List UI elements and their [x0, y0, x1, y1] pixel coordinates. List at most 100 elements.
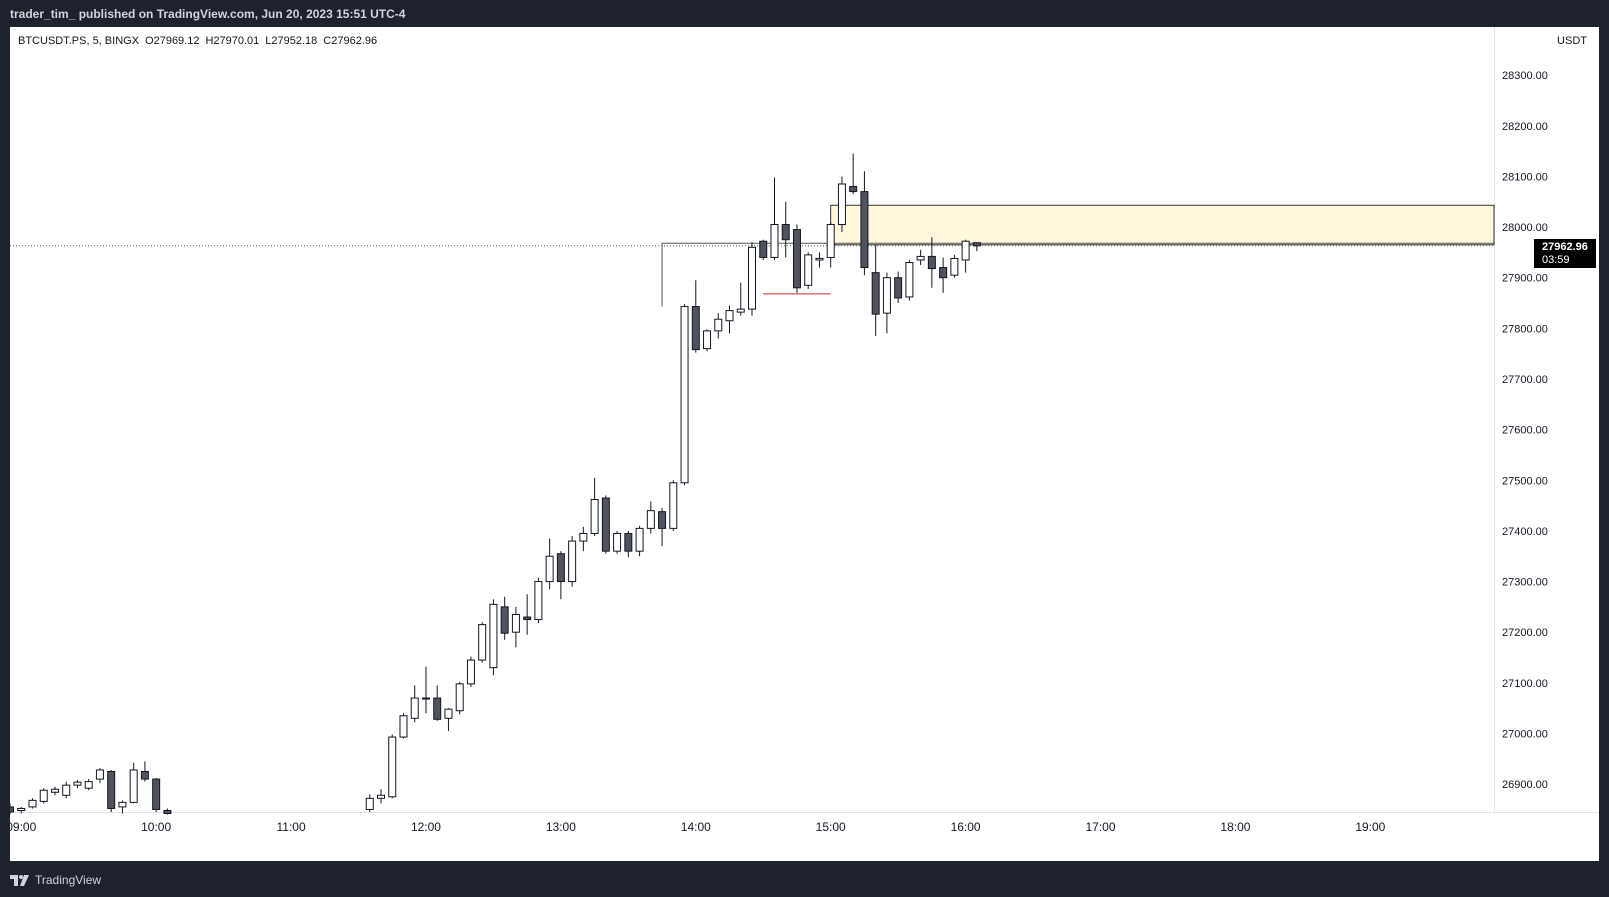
bearish-candle [433, 697, 442, 720]
bearish-candle [500, 606, 509, 634]
bullish-candle [84, 781, 93, 789]
last-price-value: 27962.96 [1542, 240, 1588, 253]
legend-close: C27962.96 [323, 35, 378, 47]
price-chart-svg[interactable]: 26900.00 27000.00 27100.00 27200.00 27300.00… [10, 27, 1599, 861]
bullish-candle [635, 527, 644, 552]
publish-text: trader_tim_ published on TradingView.com… [10, 7, 406, 21]
bearish-candle [152, 778, 161, 810]
x-tick-label: 11:00 [276, 820, 305, 834]
legend-symbol[interactable]: BTCUSDT.PS, 5, BINGX [18, 35, 140, 47]
legend-low: L27952.18 [265, 35, 318, 47]
bearish-candle [939, 267, 948, 279]
bearish-candle [523, 616, 532, 621]
bearish-candle [972, 242, 981, 247]
y-tick-label: 27700.00 [1502, 374, 1548, 386]
x-tick-label: 15:00 [816, 820, 846, 834]
bullish-candle [118, 801, 127, 808]
y-tick-label: 27300.00 [1502, 577, 1548, 589]
bullish-candle [804, 254, 813, 286]
bearish-candle [860, 191, 869, 269]
bullish-candle [534, 581, 543, 621]
bullish-candle [590, 499, 599, 534]
bullish-candle [388, 736, 397, 798]
bullish-candle [703, 330, 712, 350]
bearish-candle [163, 809, 172, 815]
y-tick-label: 27400.00 [1502, 526, 1548, 538]
bearish-candle [691, 306, 700, 351]
y-tick-label: 27100.00 [1502, 678, 1548, 690]
bar-countdown: 03:59 [1542, 253, 1570, 266]
bullish-candle [444, 708, 453, 719]
bullish-candle [882, 277, 891, 314]
bullish-candle [511, 613, 520, 633]
bullish-candle [680, 306, 689, 484]
bullish-candle [826, 224, 835, 258]
y-tick-label: 26900.00 [1502, 779, 1548, 791]
bullish-candle [646, 510, 655, 529]
tradingview-logo[interactable]: TradingView [10, 873, 101, 887]
y-tick-label: 28200.00 [1502, 121, 1548, 133]
bearish-candle [871, 272, 880, 315]
bullish-candle [748, 246, 756, 310]
bullish-candle [815, 257, 824, 261]
bullish-candle [950, 257, 959, 276]
bearish-candle [849, 186, 858, 193]
bearish-candle [624, 532, 633, 552]
bullish-candle [905, 262, 914, 298]
x-tick-label: 10:00 [141, 820, 171, 834]
bullish-candle [916, 255, 925, 261]
bearish-candle [107, 770, 116, 809]
publish-header: trader_tim_ published on TradingView.com… [0, 0, 1609, 27]
chart-pane[interactable]: 26900.00 27000.00 27100.00 27200.00 27300.00… [10, 27, 1599, 861]
bullish-candle [17, 807, 26, 811]
x-tick-label: 17:00 [1085, 820, 1115, 834]
bearish-candle [927, 255, 936, 270]
bearish-candle [601, 497, 610, 552]
bearish-candle [140, 770, 149, 780]
x-tick-label: 09:00 [10, 820, 37, 834]
y-tick-label: 27000.00 [1502, 729, 1548, 741]
bullish-candle [95, 769, 104, 780]
bullish-candle [62, 784, 71, 796]
bullish-candle [714, 318, 723, 332]
brand-name: TradingView [35, 873, 102, 887]
y-tick-label: 27800.00 [1502, 323, 1548, 335]
x-tick-label: 13:00 [546, 820, 576, 834]
bullish-candle [961, 240, 970, 261]
bearish-candle [658, 511, 667, 529]
bullish-candle [466, 659, 475, 685]
bullish-candle [770, 224, 779, 258]
bullish-candle [478, 624, 487, 661]
legend-open: O27969.12 [145, 35, 200, 47]
bullish-candle [579, 532, 588, 542]
bullish-candle [399, 715, 408, 738]
tradingview-icon [10, 874, 29, 886]
bullish-candle [725, 310, 734, 322]
bullish-candle [545, 555, 554, 583]
y-tick-label: 27200.00 [1502, 627, 1548, 639]
supply-zone-box [830, 204, 1495, 246]
bearish-candle [556, 553, 565, 583]
footer: TradingView [0, 861, 1609, 897]
bearish-candle [792, 229, 801, 289]
bullish-candle [73, 781, 82, 786]
x-tick-label: 19:00 [1355, 820, 1385, 834]
x-tick-label: 16:00 [951, 820, 981, 834]
bullish-candle [377, 794, 385, 799]
bearish-candle [894, 277, 903, 299]
symbol-legend: BTCUSDT.PS, 5, BINGX O27969.12 H27970.01 L2… [18, 35, 383, 47]
currency-label[interactable]: USDT [1557, 35, 1587, 47]
y-tick-label: 28100.00 [1502, 171, 1548, 183]
bullish-candle [837, 183, 846, 226]
last-price-tag: 27962.96 03:59 [1534, 238, 1596, 268]
x-tick-label: 14:00 [681, 820, 711, 834]
y-tick-label: 28300.00 [1502, 70, 1548, 82]
bullish-candle [28, 799, 37, 808]
x-tick-label: 18:00 [1220, 820, 1250, 834]
bearish-candle [421, 697, 430, 700]
y-tick-label: 27900.00 [1502, 273, 1548, 285]
bullish-candle [455, 683, 464, 712]
bullish-candle [736, 308, 745, 313]
legend-high: H27970.01 [205, 35, 260, 47]
bullish-candle [410, 697, 419, 719]
